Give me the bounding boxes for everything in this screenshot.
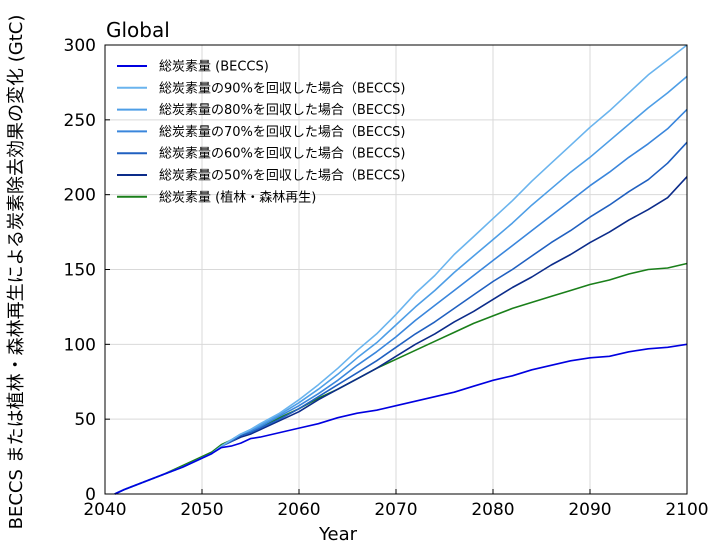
x-tick-label: 2090 [568,500,611,520]
x-tick-label: 2060 [277,500,320,520]
y-axis-title: BECCS または植林・森林再生による炭素除去効果の変化 (GtC) [6,15,27,530]
y-tick-label: 150 [64,261,96,281]
legend-label: 総炭素量 (BECCS) [159,60,269,75]
y-tick-label: 0 [85,485,96,505]
legend-label: 総炭素量の70%を回収した場合（BECCS) [159,125,406,140]
series-lines [114,44,688,495]
x-axis-title: Year [318,524,358,545]
chart-title: Global [106,18,170,42]
x-tick-label: 2080 [471,500,514,520]
legend-label: 総炭素量 (植林・森林再生) [159,190,316,205]
series-line-0 [114,343,688,495]
axis-ticks: 2040 2050 2060 2070 2080 2090 2100 0 50 100 150 200… [64,36,709,520]
x-tick-label: 2070 [374,500,417,520]
y-tick-label: 200 [64,186,96,206]
x-tick-label: 2040 [83,500,126,520]
y-tick-label: 100 [64,335,96,355]
x-tick-label: 2100 [665,500,708,520]
legend: 総炭素量 (BECCS) 総炭素量の90%を回収した場合（BECCS) 総炭素量の8… [117,60,406,205]
legend-label: 総炭素量の50%を回収した場合（BECCS) [159,169,406,184]
y-tick-label: 250 [64,111,96,131]
legend-label: 総炭素量の90%を回収した場合（BECCS) [159,81,406,96]
y-tick-label: 300 [64,36,96,56]
legend-label: 総炭素量の80%を回収した場合（BECCS) [159,103,406,118]
x-tick-label: 2050 [180,500,223,520]
y-tick-label: 50 [74,410,96,430]
legend-label: 総炭素量の60%を回収した場合（BECCS) [159,147,406,162]
